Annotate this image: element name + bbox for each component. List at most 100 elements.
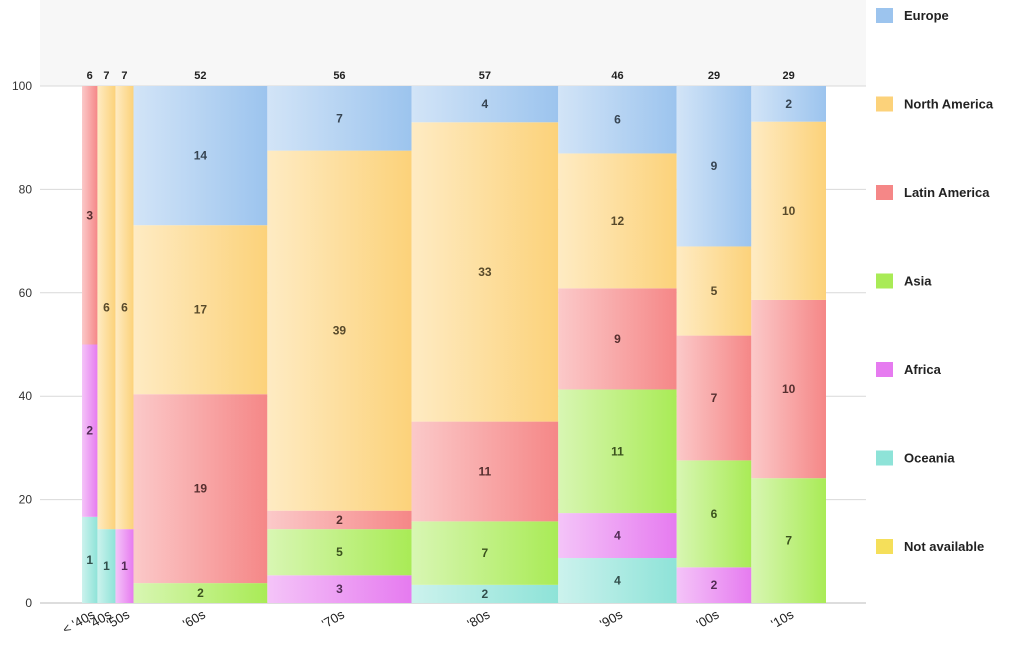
- y-tick-label: 60: [19, 286, 33, 300]
- segment-value-label: 9: [614, 332, 621, 346]
- segment-value-label: 2: [197, 586, 204, 600]
- bar-segment: [411, 521, 559, 585]
- legend-swatch[interactable]: [876, 273, 893, 289]
- bar-segment: [558, 153, 677, 289]
- column-total-label: 29: [783, 70, 795, 82]
- segment-value-label: 3: [86, 208, 93, 222]
- bar-segment: [558, 288, 677, 390]
- segment-value-label: 2: [785, 97, 792, 111]
- segment-value-label: 2: [86, 424, 93, 438]
- bar-segment: [97, 86, 116, 530]
- column-total-label: 6: [87, 70, 93, 82]
- column-total-label: 7: [103, 70, 109, 82]
- bar-segment: [676, 246, 752, 336]
- segment-value-label: 7: [482, 546, 489, 560]
- segment-value-label: 4: [482, 97, 489, 111]
- segment-value-label: 2: [336, 513, 343, 527]
- segment-value-label: 5: [711, 284, 718, 298]
- bar-segment: [411, 421, 559, 522]
- bar-segment: [558, 86, 677, 154]
- legend-swatch[interactable]: [876, 362, 893, 377]
- x-tick-label: '80s: [465, 606, 493, 631]
- legend-entry-label[interactable]: North America: [904, 97, 994, 112]
- bar-segment: [267, 529, 412, 576]
- bar-segment: [115, 86, 134, 530]
- segment-value-label: 10: [782, 382, 796, 396]
- bar-segment: [411, 86, 559, 123]
- segment-value-label: 7: [785, 534, 792, 548]
- segment-value-label: 1: [103, 559, 110, 573]
- segment-value-label: 1: [121, 559, 128, 573]
- bar-segment: [267, 575, 412, 603]
- bar-segment: [751, 86, 826, 122]
- legend-swatch[interactable]: [876, 185, 893, 200]
- segment-value-label: 17: [194, 303, 208, 317]
- bar-segment: [133, 86, 268, 226]
- bar-segment: [115, 529, 134, 603]
- legend-entry-label[interactable]: Africa: [904, 362, 942, 377]
- segment-value-label: 39: [333, 324, 347, 338]
- legend-swatch[interactable]: [876, 450, 893, 466]
- legend-entry-label[interactable]: Oceania: [904, 451, 955, 466]
- segment-value-label: 14: [194, 149, 208, 163]
- legend-swatch[interactable]: [876, 96, 893, 112]
- bar-segment: [82, 86, 98, 345]
- segment-value-label: 7: [711, 391, 718, 405]
- segment-value-label: 11: [479, 464, 492, 478]
- y-tick-label: 80: [19, 182, 33, 196]
- segment-value-label: 9: [711, 159, 718, 173]
- legend-swatch[interactable]: [876, 539, 893, 554]
- segment-value-label: 6: [711, 507, 718, 521]
- segment-value-label: 19: [194, 482, 208, 496]
- segment-value-label: 11: [611, 444, 624, 458]
- segment-value-label: 1: [86, 553, 93, 567]
- column-total-label: 57: [479, 70, 491, 82]
- y-tick-label: 20: [19, 493, 33, 507]
- x-tick-label: '70s: [319, 606, 347, 631]
- segment-value-label: 4: [614, 529, 621, 543]
- x-tick-label: '60s: [180, 606, 208, 631]
- y-tick-label: 40: [19, 389, 33, 403]
- segment-value-label: 33: [478, 265, 492, 279]
- segment-value-label: 12: [611, 214, 625, 228]
- bar-segment: [267, 86, 412, 151]
- x-tick-label: '90s: [597, 606, 625, 631]
- legend-entry-label[interactable]: Asia: [904, 274, 932, 289]
- segment-value-label: 6: [103, 301, 110, 315]
- column-total-label: 52: [194, 70, 206, 82]
- legend-swatch[interactable]: [876, 8, 893, 23]
- segment-value-label: 10: [782, 204, 796, 218]
- bar-segment: [267, 510, 412, 530]
- segment-value-label: 7: [336, 111, 343, 125]
- bar-segment: [267, 150, 412, 511]
- segment-value-label: 6: [614, 113, 621, 127]
- y-tick-label: 0: [25, 596, 32, 610]
- segment-value-label: 2: [482, 587, 489, 601]
- segment-value-label: 5: [336, 545, 343, 559]
- bar-segment: [676, 460, 752, 568]
- bar-segment: [558, 513, 677, 559]
- bar-segment: [411, 584, 559, 603]
- segment-value-label: 2: [711, 578, 718, 592]
- segment-value-label: 3: [336, 582, 343, 596]
- column-total-label: 46: [611, 70, 623, 82]
- bar-segment: [82, 344, 98, 517]
- bar-segment: [133, 394, 268, 584]
- legend-entry-label[interactable]: Latin America: [904, 185, 990, 200]
- bar-segment: [411, 122, 559, 422]
- legend-entry-label[interactable]: Europe: [904, 8, 949, 23]
- bar-segment: [751, 478, 826, 603]
- x-tick-label: '10s: [768, 606, 796, 631]
- plot-background-band: [40, 0, 866, 86]
- bar-segment: [558, 558, 677, 603]
- legend-entry-label[interactable]: Not available: [904, 539, 984, 554]
- bar-segment: [676, 86, 752, 247]
- column-total-label: 29: [708, 70, 720, 82]
- bar-segment: [97, 529, 116, 603]
- bar-segment: [751, 121, 826, 300]
- bar-segment: [558, 389, 677, 514]
- y-tick-label: 100: [12, 79, 32, 93]
- segment-value-label: 4: [614, 574, 621, 588]
- bar-segment: [133, 583, 268, 603]
